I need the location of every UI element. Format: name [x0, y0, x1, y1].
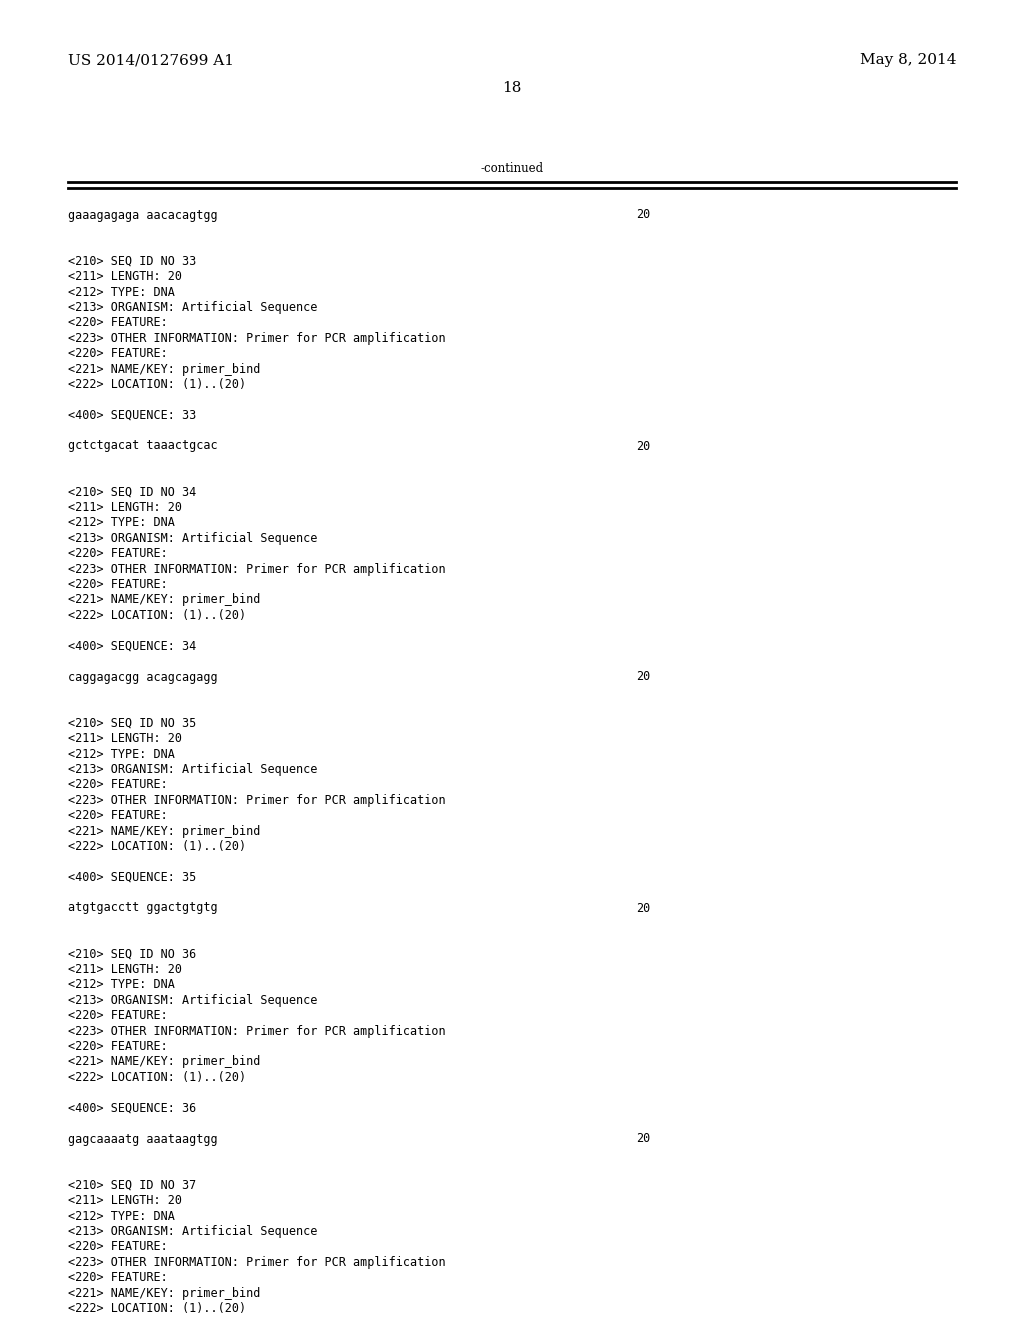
Text: -continued: -continued — [480, 161, 544, 174]
Text: <211> LENGTH: 20: <211> LENGTH: 20 — [68, 271, 182, 282]
Text: <400> SEQUENCE: 35: <400> SEQUENCE: 35 — [68, 871, 197, 883]
Text: <213> ORGANISM: Artificial Sequence: <213> ORGANISM: Artificial Sequence — [68, 532, 317, 545]
Text: 20: 20 — [636, 671, 650, 684]
Text: <223> OTHER INFORMATION: Primer for PCR amplification: <223> OTHER INFORMATION: Primer for PCR … — [68, 1255, 445, 1269]
Text: <221> NAME/KEY: primer_bind: <221> NAME/KEY: primer_bind — [68, 594, 260, 606]
Text: <222> LOCATION: (1)..(20): <222> LOCATION: (1)..(20) — [68, 1071, 246, 1084]
Text: <220> FEATURE:: <220> FEATURE: — [68, 317, 168, 329]
Text: <210> SEQ ID NO 34: <210> SEQ ID NO 34 — [68, 486, 197, 499]
Text: <221> NAME/KEY: primer_bind: <221> NAME/KEY: primer_bind — [68, 1056, 260, 1068]
Text: <210> SEQ ID NO 35: <210> SEQ ID NO 35 — [68, 717, 197, 730]
Text: <211> LENGTH: 20: <211> LENGTH: 20 — [68, 1195, 182, 1206]
Text: <220> FEATURE:: <220> FEATURE: — [68, 1271, 168, 1284]
Text: <222> LOCATION: (1)..(20): <222> LOCATION: (1)..(20) — [68, 1302, 246, 1315]
Text: gaaagagaga aacacagtgg: gaaagagaga aacacagtgg — [68, 209, 218, 222]
Text: <400> SEQUENCE: 36: <400> SEQUENCE: 36 — [68, 1102, 197, 1114]
Text: <220> FEATURE:: <220> FEATURE: — [68, 548, 168, 560]
Text: <213> ORGANISM: Artificial Sequence: <213> ORGANISM: Artificial Sequence — [68, 763, 317, 776]
Text: <212> TYPE: DNA: <212> TYPE: DNA — [68, 516, 175, 529]
Text: <210> SEQ ID NO 36: <210> SEQ ID NO 36 — [68, 948, 197, 961]
Text: <212> TYPE: DNA: <212> TYPE: DNA — [68, 285, 175, 298]
Text: 20: 20 — [636, 440, 650, 453]
Text: <213> ORGANISM: Artificial Sequence: <213> ORGANISM: Artificial Sequence — [68, 1225, 317, 1238]
Text: <210> SEQ ID NO 33: <210> SEQ ID NO 33 — [68, 255, 197, 268]
Text: <212> TYPE: DNA: <212> TYPE: DNA — [68, 747, 175, 760]
Text: <211> LENGTH: 20: <211> LENGTH: 20 — [68, 964, 182, 975]
Text: <211> LENGTH: 20: <211> LENGTH: 20 — [68, 733, 182, 744]
Text: <220> FEATURE:: <220> FEATURE: — [68, 1040, 168, 1053]
Text: <212> TYPE: DNA: <212> TYPE: DNA — [68, 1209, 175, 1222]
Text: <220> FEATURE:: <220> FEATURE: — [68, 347, 168, 360]
Text: <221> NAME/KEY: primer_bind: <221> NAME/KEY: primer_bind — [68, 1287, 260, 1299]
Text: <210> SEQ ID NO 37: <210> SEQ ID NO 37 — [68, 1179, 197, 1192]
Text: <222> LOCATION: (1)..(20): <222> LOCATION: (1)..(20) — [68, 609, 246, 622]
Text: 18: 18 — [503, 81, 521, 95]
Text: <220> FEATURE:: <220> FEATURE: — [68, 1241, 168, 1253]
Text: caggagacgg acagcagagg: caggagacgg acagcagagg — [68, 671, 218, 684]
Text: 20: 20 — [636, 209, 650, 222]
Text: <400> SEQUENCE: 34: <400> SEQUENCE: 34 — [68, 640, 197, 652]
Text: 20: 20 — [636, 902, 650, 915]
Text: atgtgacctt ggactgtgtg: atgtgacctt ggactgtgtg — [68, 902, 218, 915]
Text: <213> ORGANISM: Artificial Sequence: <213> ORGANISM: Artificial Sequence — [68, 994, 317, 1007]
Text: <220> FEATURE:: <220> FEATURE: — [68, 779, 168, 791]
Text: <220> FEATURE:: <220> FEATURE: — [68, 1010, 168, 1022]
Text: <221> NAME/KEY: primer_bind: <221> NAME/KEY: primer_bind — [68, 363, 260, 375]
Text: US 2014/0127699 A1: US 2014/0127699 A1 — [68, 53, 234, 67]
Text: <223> OTHER INFORMATION: Primer for PCR amplification: <223> OTHER INFORMATION: Primer for PCR … — [68, 331, 445, 345]
Text: <223> OTHER INFORMATION: Primer for PCR amplification: <223> OTHER INFORMATION: Primer for PCR … — [68, 793, 445, 807]
Text: <220> FEATURE:: <220> FEATURE: — [68, 578, 168, 591]
Text: <212> TYPE: DNA: <212> TYPE: DNA — [68, 978, 175, 991]
Text: gctctgacat taaactgcac: gctctgacat taaactgcac — [68, 440, 218, 453]
Text: <220> FEATURE:: <220> FEATURE: — [68, 809, 168, 822]
Text: 20: 20 — [636, 1133, 650, 1146]
Text: May 8, 2014: May 8, 2014 — [859, 53, 956, 67]
Text: <221> NAME/KEY: primer_bind: <221> NAME/KEY: primer_bind — [68, 825, 260, 837]
Text: <223> OTHER INFORMATION: Primer for PCR amplification: <223> OTHER INFORMATION: Primer for PCR … — [68, 562, 445, 576]
Text: gagcaaaatg aaataagtgg: gagcaaaatg aaataagtgg — [68, 1133, 218, 1146]
Text: <211> LENGTH: 20: <211> LENGTH: 20 — [68, 502, 182, 513]
Text: <223> OTHER INFORMATION: Primer for PCR amplification: <223> OTHER INFORMATION: Primer for PCR … — [68, 1024, 445, 1038]
Text: <213> ORGANISM: Artificial Sequence: <213> ORGANISM: Artificial Sequence — [68, 301, 317, 314]
Text: <222> LOCATION: (1)..(20): <222> LOCATION: (1)..(20) — [68, 840, 246, 853]
Text: <222> LOCATION: (1)..(20): <222> LOCATION: (1)..(20) — [68, 378, 246, 391]
Text: <400> SEQUENCE: 33: <400> SEQUENCE: 33 — [68, 409, 197, 421]
